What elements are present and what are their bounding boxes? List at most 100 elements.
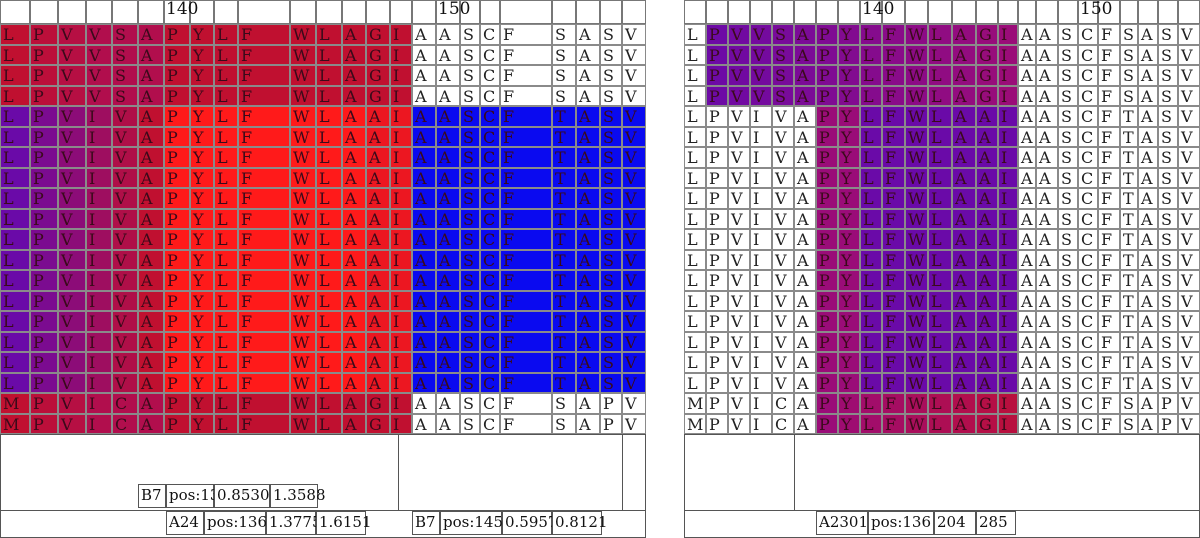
right-residue-cell: G	[976, 393, 998, 414]
left-residue-cell: I	[86, 270, 112, 291]
left-residue-cell: A	[366, 290, 390, 311]
left-residue-cell: L	[214, 188, 238, 209]
left-residue-cell: A	[366, 167, 390, 188]
left-residue-cell: S	[600, 44, 622, 65]
left-residue-cell: I	[390, 270, 412, 291]
left-residue-cell: C	[480, 106, 500, 127]
right-residue-cell: S	[1158, 106, 1178, 127]
left-residue-cell: P	[164, 372, 190, 393]
right-residue-cell: A	[794, 44, 816, 65]
left-residue-cell: A	[576, 208, 600, 229]
left-residue-cell: V	[58, 167, 86, 188]
left-residue-cell: Y	[190, 311, 214, 332]
right-residue-cell: L	[684, 85, 706, 106]
right-ruler-tick	[998, 0, 1018, 24]
left-residue-cell: V	[112, 167, 138, 188]
left-residue-cell: V	[112, 290, 138, 311]
right-ruler-tick	[1058, 0, 1078, 24]
right-residue-cell: P	[706, 229, 728, 250]
right-residue-cell: L	[860, 372, 882, 393]
right-residue-cell: S	[1120, 85, 1138, 106]
right-residue-cell: S	[1058, 413, 1078, 434]
right-residue-cell: F	[882, 106, 905, 127]
left-residue-cell: A	[436, 147, 460, 168]
left-residue-cell: A	[342, 208, 366, 229]
left-residue-cell: G	[366, 85, 390, 106]
right-residue-cell: G	[976, 44, 998, 65]
right-residue-cell: W	[905, 85, 928, 106]
left-residue-cell: W	[290, 44, 316, 65]
right-residue-cell: I	[998, 24, 1018, 45]
right-residue-cell: A	[952, 208, 976, 229]
right-residue-cell: A	[952, 188, 976, 209]
right-residue-cell: P	[706, 311, 728, 332]
left-annotation-field: 1.3775	[266, 511, 322, 535]
left-residue-cell: A	[412, 249, 436, 270]
right-residue-cell: A	[1138, 208, 1158, 229]
left-residue-cell: V	[622, 413, 646, 434]
right-residue-cell: A	[1018, 188, 1036, 209]
right-ruler-tick	[1098, 0, 1120, 24]
right-residue-cell: F	[1098, 393, 1120, 414]
right-residue-cell: F	[1098, 311, 1120, 332]
left-residue-cell: S	[600, 188, 622, 209]
right-residue-cell: A	[794, 352, 816, 373]
right-residue-cell: A	[1018, 147, 1036, 168]
right-residue-cell: P	[706, 147, 728, 168]
left-residue-cell: P	[30, 147, 58, 168]
left-residue-cell: A	[576, 311, 600, 332]
left-residue-cell: A	[342, 311, 366, 332]
left-annotation-field: 0.8121	[552, 511, 608, 535]
left-ruler-tick	[390, 0, 412, 24]
right-ruler: 140 150	[684, 0, 1200, 24]
left-residue-cell: Y	[190, 352, 214, 373]
right-residue-cell: Y	[838, 147, 860, 168]
right-residue-cell: F	[882, 24, 905, 45]
right-residue-cell: V	[772, 147, 794, 168]
right-residue-cell: I	[998, 331, 1018, 352]
left-residue-cell: C	[480, 311, 500, 332]
right-residue-cell: S	[1158, 311, 1178, 332]
left-residue-cell: F	[500, 44, 552, 65]
left-residue-cell: Y	[190, 106, 214, 127]
right-residue-cell: C	[1078, 290, 1098, 311]
left-residue-cell: P	[164, 270, 190, 291]
right-residue-cell: V	[1178, 270, 1200, 291]
left-ruler-tick	[366, 0, 390, 24]
right-residue-cell: S	[772, 24, 794, 45]
left-residue-cell: V	[112, 208, 138, 229]
left-residue-cell: P	[164, 352, 190, 373]
right-residue-cell: A	[1138, 126, 1158, 147]
left-residue-cell: L	[0, 229, 30, 250]
right-residue-cell: A	[1018, 352, 1036, 373]
left-residue-cell: I	[86, 311, 112, 332]
right-residue-cell: I	[750, 290, 772, 311]
right-residue-cell: F	[882, 331, 905, 352]
left-residue-cell: P	[164, 208, 190, 229]
left-residue-cell: V	[112, 249, 138, 270]
right-ruler-tick	[706, 0, 728, 24]
right-residue-cell: V	[1178, 413, 1200, 434]
right-residue-cell: Y	[838, 311, 860, 332]
left-residue-cell: A	[138, 311, 164, 332]
right-residue-cell: A	[1018, 208, 1036, 229]
right-residue-cell: T	[1120, 290, 1138, 311]
right-residue-cell: V	[1178, 24, 1200, 45]
right-residue-cell: A	[952, 311, 976, 332]
right-residue-cell: T	[1120, 270, 1138, 291]
left-residue-cell: T	[552, 208, 576, 229]
left-annotation-field: A24	[166, 511, 204, 535]
left-residue-cell: S	[600, 290, 622, 311]
left-residue-cell: A	[342, 249, 366, 270]
right-residue-cell: C	[1078, 85, 1098, 106]
right-residue-cell: V	[1178, 85, 1200, 106]
left-residue-cell: F	[238, 167, 290, 188]
left-residue-cell: A	[412, 229, 436, 250]
left-residue-cell: L	[214, 331, 238, 352]
left-residue-cell: V	[112, 372, 138, 393]
left-residue-cell: C	[480, 44, 500, 65]
left-residue-cell: A	[366, 270, 390, 291]
right-residue-cell: P	[706, 167, 728, 188]
right-residue-cell: A	[952, 65, 976, 86]
left-residue-cell: P	[30, 85, 58, 106]
